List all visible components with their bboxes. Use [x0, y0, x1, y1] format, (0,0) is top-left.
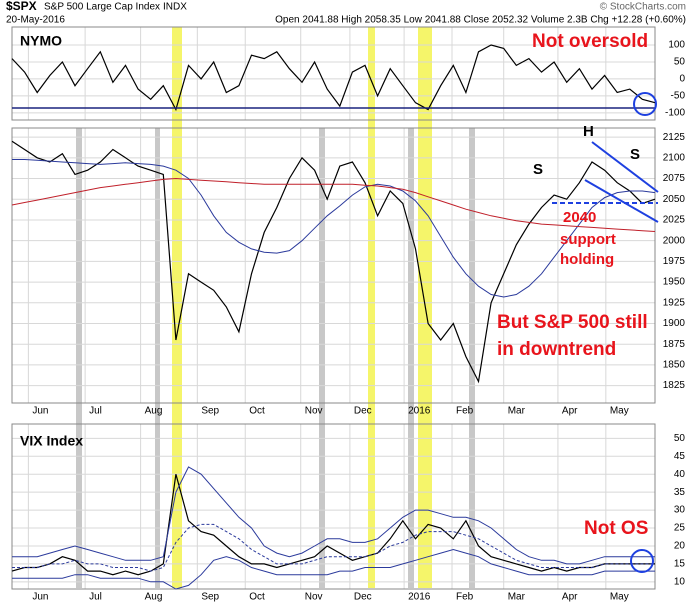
x-tick-label: Jul: [89, 592, 102, 603]
y-tick-label: 1850: [663, 360, 686, 371]
y-tick-label: 10: [674, 576, 686, 587]
y-tick-label: -50: [671, 91, 686, 102]
signal-band: [76, 128, 82, 588]
panel-title: VIX Index: [20, 433, 83, 449]
x-tick-label: Feb: [456, 592, 474, 603]
x-tick-label: Sep: [201, 406, 219, 417]
series-line: [12, 466, 655, 565]
panel-frame: [11, 127, 656, 404]
x-tick-label: May: [610, 592, 629, 603]
y-tick-label: 2125: [663, 132, 686, 143]
x-tick-label: Jul: [89, 406, 102, 417]
annotation: S: [533, 161, 543, 178]
x-tick-label: Nov: [305, 592, 323, 603]
y-tick-label: 25: [674, 523, 686, 534]
y-tick-label: 1950: [663, 277, 686, 288]
annotation: 2040: [563, 209, 596, 226]
x-tick-label: Apr: [562, 406, 578, 417]
y-tick-label: 2075: [663, 173, 686, 184]
x-tick-label: Dec: [354, 406, 372, 417]
y-tick-label: 50: [674, 433, 686, 444]
signal-band: [368, 27, 375, 588]
y-tick-label: 0: [679, 74, 685, 85]
plots: 100 50 0 -50 -100 Jun Jul Aug Sep Oct Nov Dec 2016 Fe…: [11, 26, 686, 603]
y-tick-label: 20: [674, 541, 686, 552]
trend-line: [584, 179, 659, 223]
series-line: [11, 177, 656, 232]
y-tick-label: 1925: [663, 297, 686, 308]
y-tick-label: 2000: [663, 235, 686, 246]
x-tick-label: Dec: [354, 592, 372, 603]
x-tick-label: Sep: [201, 592, 219, 603]
overlays: [12, 92, 659, 573]
annotation: S: [630, 146, 640, 163]
y-tick-label: 30: [674, 505, 686, 516]
series-line: [11, 140, 656, 384]
y-tick-label: 1975: [663, 256, 686, 267]
y-tick-label: 1825: [663, 380, 686, 391]
x-tick-label: Nov: [305, 406, 323, 417]
signal-band: [469, 128, 475, 588]
x-tick-label: Apr: [562, 592, 578, 603]
x-tick-label: Feb: [456, 406, 474, 417]
highlight-circle: [630, 549, 654, 573]
y-tick-label: 2050: [663, 194, 686, 205]
series-line: [12, 548, 655, 590]
x-tick-label: Mar: [508, 406, 526, 417]
date: 20-May-2016: [6, 15, 65, 26]
series-line: [11, 44, 656, 112]
highlight-circle: [633, 92, 657, 116]
signal-band: [319, 128, 325, 588]
quote: Open 2041.88 High 2058.35 Low 2041.88 Cl…: [275, 15, 686, 26]
y-tick-label: -100: [665, 108, 685, 119]
header: $SPX S&P 500 Large Cap Index INDX © Stoc…: [6, 0, 686, 26]
series-line: [12, 523, 655, 572]
x-tick-label: Oct: [249, 592, 265, 603]
y-tick-label: 2025: [663, 215, 686, 226]
y-tick-label: 1875: [663, 339, 686, 350]
signal-band: [172, 27, 182, 588]
x-tick-label: 2016: [408, 592, 431, 603]
annotations: NYMO Not oversold S H S 2040 support hol…: [20, 31, 648, 539]
series-line: [11, 474, 655, 576]
signal-highlights: [76, 27, 475, 588]
y-tick-label: 1900: [663, 318, 686, 329]
index-name: S&P 500 Large Cap Index: [44, 2, 160, 13]
y-tick-label: 15: [674, 559, 686, 570]
signal-band: [155, 128, 160, 588]
panel-title: NYMO: [20, 33, 62, 49]
x-tick-label: Mar: [508, 592, 526, 603]
annotation: holding: [560, 251, 614, 268]
x-tick-label: Jun: [32, 406, 48, 417]
y-tick-label: 100: [668, 40, 685, 51]
x-tick-label: 2016: [408, 406, 431, 417]
y-tick-label: 45: [674, 451, 686, 462]
panel-frame: [11, 423, 656, 590]
signal-band: [408, 128, 414, 588]
annotation: support: [560, 231, 616, 248]
x-tick-label: May: [610, 406, 629, 417]
y-tick-label: 2100: [663, 152, 686, 163]
symbol: $SPX: [6, 0, 37, 13]
credit: © StockCharts.com: [600, 2, 686, 13]
y-tick-label: 50: [674, 57, 686, 68]
trend-line: [591, 141, 659, 193]
annotation: H: [583, 123, 594, 140]
x-tick-label: Aug: [145, 592, 163, 603]
annotation: Not OS: [584, 518, 648, 539]
annotation: But S&P 500 still: [497, 312, 648, 333]
panel-frame: [11, 26, 656, 121]
x-tick-label: Jun: [32, 592, 48, 603]
series-line: [12, 159, 656, 298]
y-tick-label: 40: [674, 469, 686, 480]
annotation: in downtrend: [497, 339, 616, 360]
exchange: INDX: [163, 2, 187, 13]
annotation: Not oversold: [532, 31, 648, 52]
y-tick-label: 35: [674, 487, 686, 498]
x-tick-label: Aug: [145, 406, 163, 417]
x-tick-label: Oct: [249, 406, 265, 417]
